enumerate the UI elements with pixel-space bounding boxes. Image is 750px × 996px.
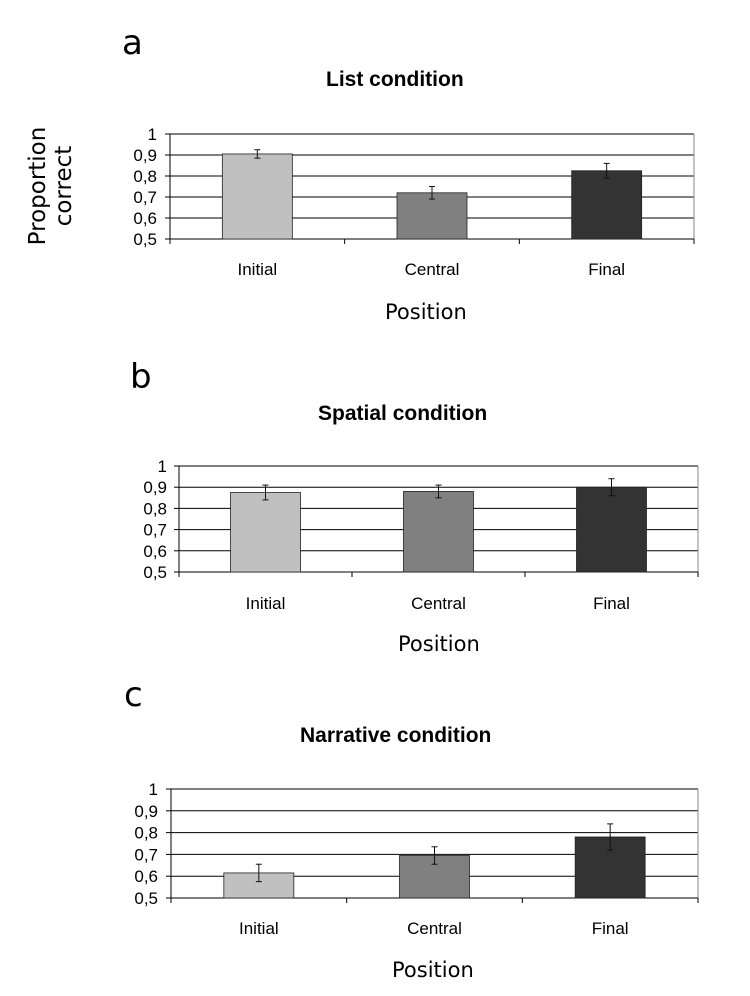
y-tick-label-b: 0,6: [143, 542, 167, 561]
x-tick-label-initial-b: Initial: [246, 594, 286, 613]
y-tick-label-b: 0,9: [143, 478, 167, 497]
y-tick-label-a: 1: [148, 125, 157, 144]
y-tick-label-c: 1: [149, 780, 158, 799]
bar-central-b: [403, 491, 474, 573]
x-axis-label-b: Position: [398, 632, 480, 656]
x-axis-label-a: Position: [385, 300, 467, 324]
y-tick-label-a: 0,9: [133, 146, 157, 165]
bar-final-a: [571, 170, 643, 240]
x-tick-label-initial-a: Initial: [237, 260, 277, 279]
x-tick-label-final-c: Final: [592, 919, 629, 938]
x-tick-label-initial-c: Initial: [239, 919, 279, 938]
x-tick-label-central-c: Central: [407, 919, 462, 938]
y-tick-label-c: 0,9: [134, 802, 158, 821]
bar-central-a: [396, 192, 468, 240]
chart-title-narrative: Narrative condition: [300, 724, 492, 747]
y-tick-label-c: 0,7: [134, 845, 158, 864]
y-tick-label-b: 1: [158, 457, 167, 476]
y-tick-label-c: 0,6: [134, 867, 158, 886]
bar-final-b: [576, 486, 647, 573]
y-tick-label-c: 0,5: [134, 889, 158, 908]
y-tick-label-b: 0,8: [143, 499, 167, 518]
panel-letter-b: b: [130, 357, 152, 397]
panel-letter-c: c: [124, 675, 143, 715]
y-tick-label-b: 0,7: [143, 521, 167, 540]
bar-initial-b: [230, 492, 301, 573]
chart-title-spatial: Spatial condition: [318, 402, 488, 425]
panel-letter-a: a: [122, 23, 143, 63]
x-tick-label-final-a: Final: [588, 260, 625, 279]
y-tick-label-b: 0,5: [143, 563, 167, 582]
bar-initial-a: [221, 153, 293, 240]
y-tick-label-a: 0,8: [133, 167, 157, 186]
y-tick-label-a: 0,5: [133, 230, 157, 249]
x-axis-label-c: Position: [392, 958, 474, 982]
x-tick-label-final-b: Final: [593, 594, 630, 613]
y-tick-label-a: 0,7: [133, 188, 157, 207]
chart-title-list: List condition: [326, 68, 464, 91]
y-tick-label-a: 0,6: [133, 209, 157, 228]
x-tick-label-central-b: Central: [411, 594, 466, 613]
x-tick-label-central-a: Central: [405, 260, 460, 279]
y-tick-label-c: 0,8: [134, 824, 158, 843]
